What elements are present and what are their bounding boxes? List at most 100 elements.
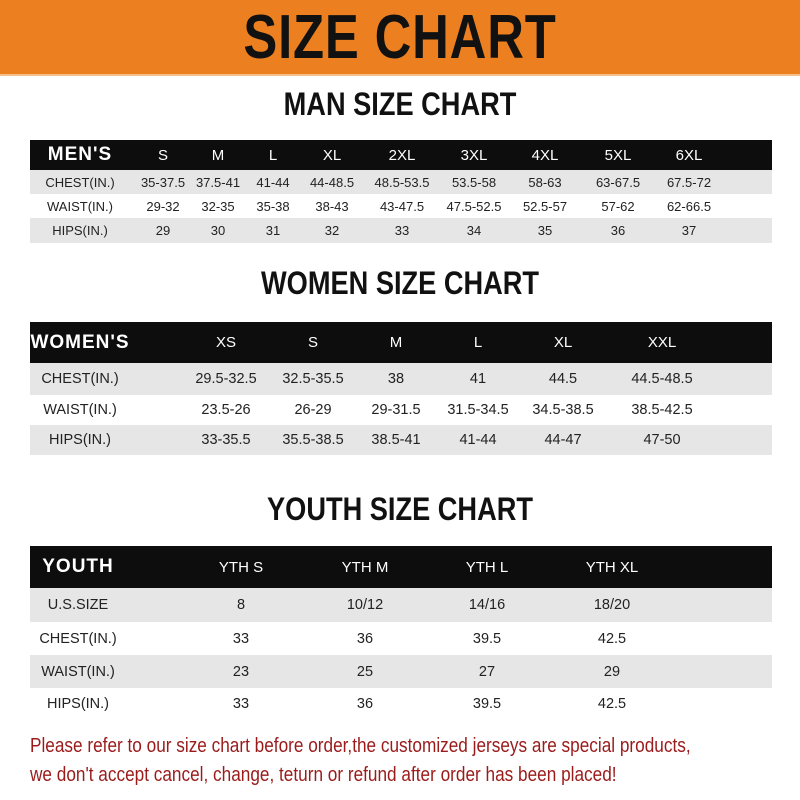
- table-row: CHEST(IN.) 35-37.5 37.5-41 41-44 44-48.5 48.5…: [30, 170, 772, 194]
- value-cell: 29-32: [146, 198, 180, 214]
- value-cell: 23: [232, 663, 250, 680]
- value-cell: 31: [265, 223, 281, 238]
- measure-label-cell: CHEST(IN.): [39, 630, 117, 647]
- value-cell: 67.5-72: [666, 174, 712, 190]
- value-cell: 36: [610, 223, 626, 238]
- measure-label-cell: HIPS(IN.): [52, 223, 108, 238]
- value-cell: 44-48.5: [309, 174, 355, 190]
- value-cell: 32.5-35.5: [282, 371, 344, 387]
- size-header-cell: L: [268, 146, 278, 164]
- value-cell: 32: [324, 223, 340, 238]
- value-cell: 53.5-58: [451, 174, 497, 190]
- value-cell: 30: [210, 223, 226, 238]
- size-header-cell: YTH XL: [585, 558, 639, 576]
- size-header-cell: S: [307, 334, 319, 351]
- value-cell: 29-31.5: [371, 402, 421, 418]
- value-cell: 31.5-34.5: [447, 402, 509, 418]
- value-cell: 41: [469, 371, 487, 387]
- size-header-cell: YTH S: [218, 558, 264, 576]
- value-cell: 33: [232, 630, 250, 647]
- youth-section-title: YOUTH SIZE CHART: [267, 491, 533, 527]
- value-cell: 33-35.5: [201, 432, 251, 448]
- value-cell: 42.5: [597, 696, 627, 712]
- header-row: MEN'S S M L XL 2XL 3XL 4XL 5XL 6XL: [30, 140, 772, 170]
- value-cell: 36: [356, 696, 374, 712]
- value-cell: 39.5: [472, 696, 502, 712]
- value-cell: 62-66.5: [666, 198, 712, 214]
- table-row: HIPS(IN.) 29 30 31 32 33 34 35 36 37: [30, 218, 772, 243]
- value-cell: 35-37.5: [140, 174, 186, 190]
- value-cell: 44.5: [548, 371, 578, 387]
- value-cell: 38.5-41: [371, 432, 421, 448]
- size-header-cell: M: [389, 334, 403, 351]
- size-header-cell: YTH M: [341, 558, 389, 576]
- value-cell: 47.5-52.5: [446, 198, 502, 214]
- size-header-cell: 2XL: [388, 146, 416, 164]
- value-cell: 29: [603, 663, 621, 680]
- header-row: WOMEN'S XS S M L XL XXL: [30, 322, 772, 363]
- table-row: CHEST(IN.) 33 36 39.5 42.5: [30, 622, 772, 655]
- value-cell: 23.5-26: [201, 402, 251, 418]
- value-cell: 42.5: [597, 630, 627, 647]
- size-header-cell: S: [157, 146, 169, 164]
- table-row: WAIST(IN.) 23.5-26 26-29 29-31.5 31.5-34.5 34…: [30, 395, 772, 425]
- banner: SIZE CHART: [0, 0, 800, 76]
- value-cell: 36: [356, 630, 374, 647]
- value-cell: 38.5-42.5: [631, 402, 693, 418]
- size-header-cell: M: [211, 146, 225, 164]
- measure-label-cell: WAIST(IN.): [43, 402, 117, 418]
- page-title: SIZE CHART: [243, 3, 557, 72]
- measure-label-cell: U.S.SIZE: [47, 597, 109, 613]
- table-title-cell: WOMEN'S: [30, 331, 130, 353]
- value-cell: 48.5-53.5: [374, 174, 430, 190]
- value-cell: 26-29: [294, 402, 332, 418]
- value-cell: 57-62: [601, 198, 635, 214]
- value-cell: 38-43: [315, 198, 349, 214]
- size-header-cell: YTH L: [465, 558, 509, 576]
- value-cell: 32-35: [201, 198, 235, 214]
- value-cell: 58-63: [528, 174, 562, 190]
- value-cell: 35: [537, 223, 553, 238]
- value-cell: 33: [232, 696, 250, 712]
- value-cell: 35.5-38.5: [282, 432, 344, 448]
- size-header-cell: 6XL: [675, 146, 703, 164]
- value-cell: 25: [356, 663, 374, 680]
- women-section-title: WOMEN SIZE CHART: [260, 265, 540, 301]
- value-cell: 41-44: [256, 174, 290, 190]
- value-cell: 8: [236, 597, 246, 613]
- table-row: WAIST(IN.) 29-32 32-35 35-38 38-43 43-47.5 47.…: [30, 194, 772, 218]
- size-header-cell: XS: [215, 334, 237, 351]
- notice-line-2: we don't accept cancel, change, teturn o…: [30, 764, 617, 786]
- measure-label-cell: HIPS(IN.): [48, 432, 112, 448]
- notice-line-1: Please refer to our size chart before or…: [30, 735, 691, 757]
- value-cell: 37.5-41: [195, 174, 241, 190]
- men-section-title: MAN SIZE CHART: [283, 86, 517, 122]
- measure-label-cell: CHEST(IN.): [41, 371, 119, 387]
- value-cell: 18/20: [593, 597, 631, 613]
- size-header-cell: L: [473, 334, 483, 351]
- value-cell: 52.5-57: [522, 198, 568, 214]
- table-row: HIPS(IN.) 33-35.5 35.5-38.5 38.5-41 41-44 44-…: [30, 425, 772, 455]
- table-row: U.S.SIZE 8 10/12 14/16 18/20: [30, 588, 772, 622]
- value-cell: 10/12: [346, 597, 384, 613]
- measure-label-cell: HIPS(IN.): [46, 696, 110, 712]
- value-cell: 44.5-48.5: [631, 371, 693, 387]
- size-header-cell: XXL: [647, 334, 677, 351]
- table-title-cell: YOUTH: [42, 556, 114, 577]
- value-cell: 33: [394, 223, 410, 238]
- table-row: HIPS(IN.) 33 36 39.5 42.5: [30, 688, 772, 720]
- value-cell: 34: [466, 223, 482, 238]
- measure-label-cell: CHEST(IN.): [45, 174, 115, 190]
- size-header-cell: XL: [322, 146, 342, 164]
- value-cell: 29.5-32.5: [195, 371, 257, 387]
- value-cell: 44-47: [544, 432, 582, 448]
- header-row: YOUTH YTH S YTH M YTH L YTH XL: [30, 546, 772, 588]
- size-header-cell: 4XL: [531, 146, 559, 164]
- table-row: WAIST(IN.) 23 25 27 29: [30, 655, 772, 688]
- value-cell: 27: [478, 663, 496, 680]
- value-cell: 41-44: [459, 432, 497, 448]
- size-header-cell: 5XL: [604, 146, 632, 164]
- value-cell: 38: [387, 371, 405, 387]
- measure-label-cell: WAIST(IN.): [47, 198, 113, 214]
- value-cell: 63-67.5: [595, 174, 641, 190]
